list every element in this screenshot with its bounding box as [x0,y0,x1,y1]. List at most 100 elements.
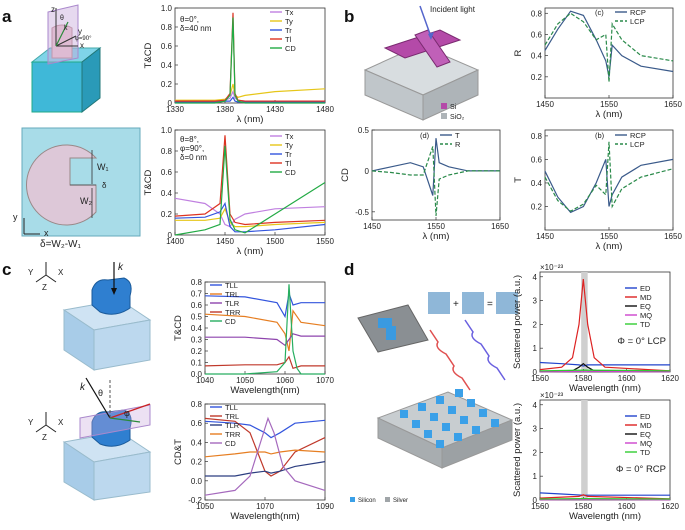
legend-label: TLL [225,403,238,412]
x-tick-label: 1560 [531,502,549,511]
y-tick-label: 0 [365,167,370,176]
c2-k-label: k [80,382,86,393]
legend-label: Ty [285,141,293,150]
plus-sign: + [453,299,459,310]
chart-annotation: φ=90°, [180,144,204,153]
legend-label: EQ [640,430,651,439]
panel-letter-b: b [344,7,354,26]
series-line-lcp [544,141,674,212]
panel-a-structure-topview: W₁ W₂ δ y x δ=W₂-W₁ [13,127,141,250]
series-line-cd [205,284,325,375]
chart-annotation: Φ = 0° RCP [616,464,666,475]
legend-label: T [455,131,460,140]
x-tick-label: 1450 [536,232,554,241]
y-axis-label: CD [340,168,351,182]
legend-label: CD [225,439,236,448]
y-tick-label: 0.6 [161,42,173,51]
y-tick-label: 1 [533,472,538,481]
y-axis-label: CD&T [173,439,184,465]
legend-label: TRL [225,290,239,299]
y-tick-label: 0.2 [161,210,173,219]
x-tick-label: 1560 [531,374,549,383]
y-tick-label: 0 [168,231,173,240]
legend-label: R [455,140,461,149]
x-tick-label: 1330 [166,105,184,114]
x-tick-label: 1580 [574,502,592,511]
chart-d2: 1560 1580 1600 1620 0 1 2 3 4 Wavelength (nm) Scat… [512,391,679,522]
x-tick-label: 1070 [256,502,274,511]
y-axis-label: Scattered power (a.u.) [512,403,523,497]
y-tick-label: 0.0 [191,477,203,486]
axis-y-label-2: y [13,212,18,222]
theta-label: θ [60,15,64,22]
panel-tag: (b) [595,131,605,140]
x-axis-label: λ (nm) [596,109,623,120]
panel-letter-a: a [2,7,12,26]
chart-a2: 1400 1450 1500 1550 0 0.2 0.4 0.6 0.8 1.0 λ (nm) T&… [143,126,334,257]
x-tick-label: 1550 [427,222,445,231]
delta-label: δ [102,181,107,190]
x-axis-label: Wavelength(nm) [230,511,299,522]
c2-axis-z: Z [42,433,47,442]
y-tick-label: 0.8 [531,9,543,18]
series-line-cd [174,145,326,236]
legend-label: ED [640,412,651,421]
legend-label: Tr [285,150,292,159]
si-legend-swatch [441,103,447,109]
delta-formula: δ=W₂-W₁ [40,239,81,250]
x-tick-label: 1380 [216,105,234,114]
panel-tag: (c) [595,8,604,17]
legend-label: TLR [225,299,240,308]
y-tick-label: 0.4 [191,324,203,333]
si-legend-label: Si [450,104,457,111]
chart-annotation: θ=8°, [180,135,199,144]
legend-label: RCP [630,8,646,17]
x-tick-label: 1650 [491,222,509,231]
series-line-tlr [205,333,325,347]
chart-d1: 1560 1580 1600 1620 0 1 2 3 4 Wavelength (nm) Scat… [512,263,679,394]
series-line-mq [539,370,671,373]
y-tick-label: 0.4 [161,61,173,70]
y-axis-label: T&CD [143,42,154,68]
y-tick-label: 1.0 [161,126,173,135]
sio2-legend-swatch [441,113,447,119]
legend-label: TRR [225,430,241,439]
incident-light-label: Incident light [430,5,476,14]
panel-b-structure: Incident light Si SiO₂ [363,5,480,121]
w2-label: W₂ [80,196,92,206]
x-tick-label: 1580 [574,374,592,383]
series-line-t [371,138,500,196]
y-axis-label: T&CD [143,169,154,195]
y-tick-label: 0.2 [191,347,203,356]
y-tick-label: 0 [533,368,538,377]
y-tick-label: 0.8 [161,23,173,32]
y-tick-label: 0.0 [191,370,203,379]
y-tick-label: -0.2 [188,496,202,505]
y-tick-label: 0.5 [358,126,370,135]
legend-label: Tl [285,35,292,44]
y-tick-label: 0.6 [531,30,543,39]
c-axis-z: Z [42,283,47,292]
x-tick-label: 1060 [276,376,294,385]
chart-c2: 1050 1070 1090 -0.2 0.0 0.2 0.4 0.6 0.8 Wavelengt… [173,400,334,522]
resonance-band [581,400,588,500]
series-line-cd [175,17,325,104]
axis-y-label: y [78,27,82,36]
legend-label: TRR [225,308,241,317]
k-label: k [64,25,68,32]
sio2-legend-label: SiO₂ [450,114,465,121]
axis-x-label-2: x [44,228,49,238]
chart-annotation: θ=0°, [180,15,199,24]
silicon-legend-label: Silicon [358,498,376,504]
x-tick-label: 1450 [363,222,381,231]
legend-label: TRL [225,412,239,421]
x-axis-label: λ (nm) [596,241,623,252]
plot-frame [539,399,671,501]
y-tick-label: 2 [533,448,538,457]
legend-label: LCP [630,17,645,26]
legend-label: MQ [640,439,652,448]
series-line-td [539,369,671,372]
